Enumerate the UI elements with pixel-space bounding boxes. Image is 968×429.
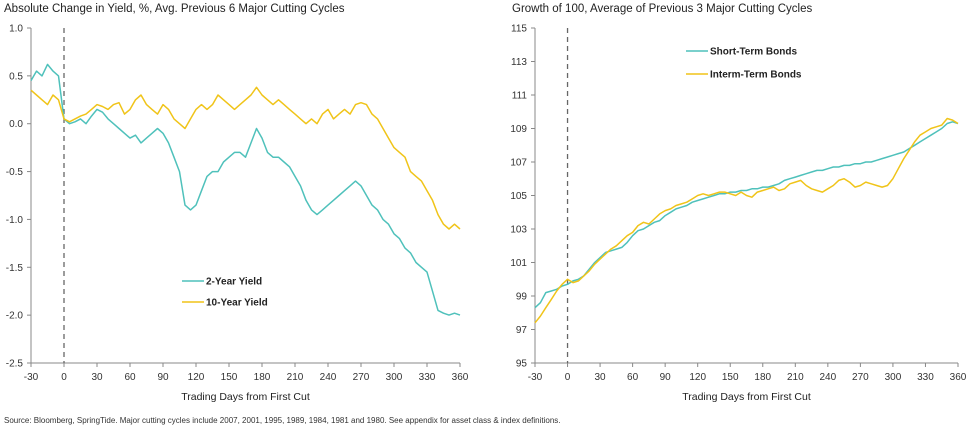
right-x-tick-label: 360	[950, 372, 967, 383]
right-x-tick-label: 60	[627, 372, 639, 383]
left-y-tick-label: -2.0	[6, 311, 24, 322]
right-y-tick-label: 101	[510, 258, 527, 269]
right-y-tick-label: 111	[512, 91, 528, 102]
left-x-tick-label: 210	[287, 372, 304, 383]
right-x-tick-label: 330	[917, 372, 934, 383]
right-chart-title: Growth of 100, Average of Previous 3 Maj…	[512, 3, 813, 15]
left-x-tick-label: 60	[124, 372, 136, 383]
right-series-short-term-bonds	[534, 121, 959, 309]
right-y-tick-label: 109	[510, 124, 527, 135]
right-y-tick-label: 95	[516, 359, 528, 370]
right-y-tick-label: 97	[516, 325, 528, 336]
right-legend-label: Interm-Term Bonds	[710, 70, 802, 81]
left-x-tick-label: 120	[188, 372, 205, 383]
left-y-tick-label: 0.0	[9, 119, 23, 130]
left-x-tick-label: 0	[61, 372, 67, 383]
left-x-tick-label: 360	[452, 372, 469, 383]
right-x-tick-label: 0	[565, 372, 571, 383]
left-series-10-year-yield	[30, 86, 461, 230]
left-y-tick-label: -2.5	[6, 359, 24, 370]
right-x-tick-label: 210	[787, 372, 804, 383]
left-x-tick-label: 300	[386, 372, 403, 383]
left-x-tick-label: 90	[157, 372, 169, 383]
right-x-tick-label: 30	[595, 372, 607, 383]
left-legend-label: 2-Year Yield	[206, 277, 262, 288]
right-y-tick-label: 99	[516, 292, 528, 303]
right-x-tick-label: 90	[660, 372, 672, 383]
left-y-tick-label: -0.5	[6, 167, 24, 178]
right-x-tick-label: 270	[852, 372, 869, 383]
left-y-tick-label: -1.0	[6, 215, 24, 226]
right-x-tick-label: 180	[754, 372, 771, 383]
right-x-tick-label: 120	[689, 372, 706, 383]
left-x-tick-label: 30	[91, 372, 103, 383]
right-x-tick-label: -30	[528, 372, 543, 383]
right-y-tick-label: 107	[510, 158, 527, 169]
right-y-tick-label: 113	[511, 57, 527, 68]
left-x-axis-label: Trading Days from First Cut	[181, 391, 310, 403]
left-series-2-year-yield	[30, 63, 461, 316]
left-x-tick-label: 180	[254, 372, 271, 383]
left-y-tick-label: -1.5	[6, 263, 24, 274]
right-legend-label: Short-Term Bonds	[710, 47, 797, 58]
left-y-tick-label: 1.0	[9, 24, 23, 35]
left-x-tick-label: -30	[24, 372, 39, 383]
left-x-tick-label: 330	[419, 372, 436, 383]
right-y-tick-label: 115	[511, 24, 527, 35]
left-chart-title: Absolute Change in Yield, %, Avg. Previo…	[4, 3, 345, 15]
left-y-tick-label: 0.5	[9, 71, 23, 82]
left-x-tick-label: 150	[221, 372, 238, 383]
right-y-tick-label: 105	[510, 191, 527, 202]
right-x-tick-label: 240	[820, 372, 837, 383]
footnote: Source: Bloomberg, SpringTide. Major cut…	[4, 416, 561, 425]
right-series-interm-term-bonds	[534, 117, 959, 324]
left-legend-label: 10-Year Yield	[206, 298, 268, 309]
right-y-tick-label: 103	[510, 225, 527, 236]
left-x-tick-label: 240	[320, 372, 337, 383]
right-x-tick-label: 150	[722, 372, 739, 383]
right-x-tick-label: 300	[885, 372, 902, 383]
left-x-tick-label: 270	[353, 372, 370, 383]
right-x-axis-label: Trading Days from First Cut	[682, 391, 811, 403]
